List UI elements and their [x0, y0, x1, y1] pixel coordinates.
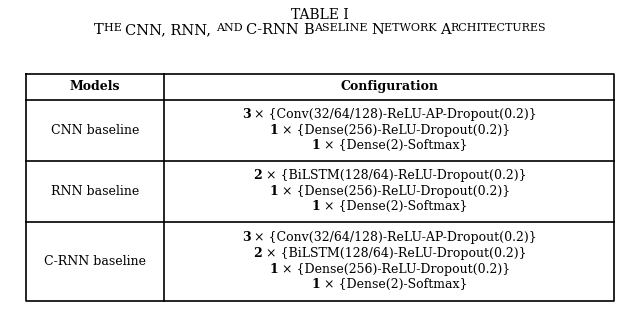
Text: × {Dense(256)-ReLU-Dropout(0.2)}: × {Dense(256)-ReLU-Dropout(0.2)}	[278, 185, 510, 198]
Text: 1: 1	[312, 200, 320, 213]
Text: RNN baseline: RNN baseline	[51, 185, 139, 198]
Text: CNN baseline: CNN baseline	[51, 124, 139, 137]
Text: ASELINE: ASELINE	[314, 23, 371, 33]
Text: 3: 3	[242, 108, 250, 121]
Text: B: B	[303, 23, 314, 37]
Text: × {Dense(256)-ReLU-Dropout(0.2)}: × {Dense(256)-ReLU-Dropout(0.2)}	[278, 124, 510, 137]
Text: × {Dense(2)-Softmax}: × {Dense(2)-Softmax}	[320, 139, 468, 152]
Text: N: N	[371, 23, 384, 37]
Text: CNN, RNN,: CNN, RNN,	[125, 23, 216, 37]
Text: × {Conv(32/64/128)-ReLU-AP-Dropout(0.2)}: × {Conv(32/64/128)-ReLU-AP-Dropout(0.2)}	[250, 108, 537, 121]
Text: RCHITECTURES: RCHITECTURES	[451, 23, 546, 33]
Text: A: A	[440, 23, 451, 37]
Text: 1: 1	[269, 263, 278, 276]
Text: × {Dense(2)-Softmax}: × {Dense(2)-Softmax}	[320, 200, 468, 213]
Text: × {Dense(256)-ReLU-Dropout(0.2)}: × {Dense(256)-ReLU-Dropout(0.2)}	[278, 263, 510, 276]
Text: T: T	[94, 23, 104, 37]
Text: 1: 1	[312, 278, 320, 291]
Text: AND: AND	[216, 23, 246, 33]
Text: 1: 1	[269, 124, 278, 137]
Text: 2: 2	[253, 247, 262, 260]
Text: HE: HE	[104, 23, 125, 33]
Text: × {BiLSTM(128/64)-ReLU-Dropout(0.2)}: × {BiLSTM(128/64)-ReLU-Dropout(0.2)}	[262, 169, 526, 182]
Text: Configuration: Configuration	[340, 81, 438, 94]
Text: 1: 1	[269, 185, 278, 198]
Text: × {BiLSTM(128/64)-ReLU-Dropout(0.2)}: × {BiLSTM(128/64)-ReLU-Dropout(0.2)}	[262, 247, 526, 260]
Text: 2: 2	[253, 169, 262, 182]
Text: C-RNN baseline: C-RNN baseline	[44, 255, 146, 268]
Text: ETWORK: ETWORK	[384, 23, 440, 33]
Text: C-RNN: C-RNN	[246, 23, 303, 37]
Text: TABLE I: TABLE I	[291, 8, 349, 22]
Text: 1: 1	[312, 139, 320, 152]
Text: Models: Models	[70, 81, 120, 94]
Text: 3: 3	[242, 231, 250, 244]
Text: × {Conv(32/64/128)-ReLU-AP-Dropout(0.2)}: × {Conv(32/64/128)-ReLU-AP-Dropout(0.2)}	[250, 231, 537, 244]
Text: × {Dense(2)-Softmax}: × {Dense(2)-Softmax}	[320, 278, 468, 291]
